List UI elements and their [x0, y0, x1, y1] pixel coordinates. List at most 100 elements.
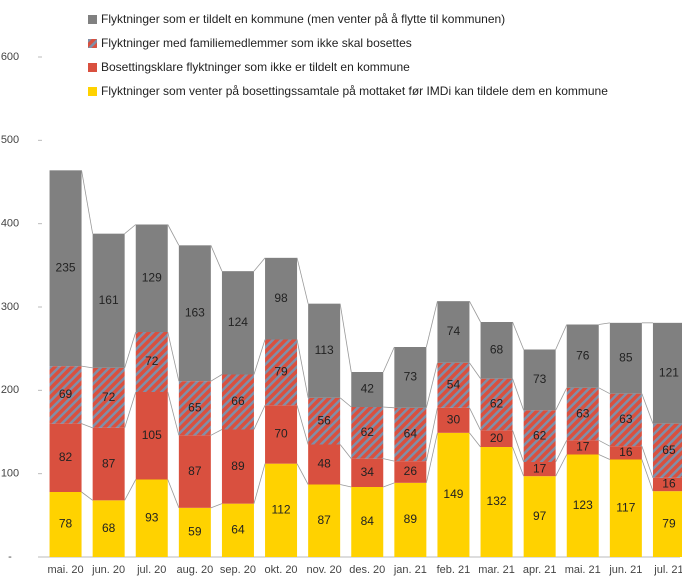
- data-label: 56: [317, 413, 331, 427]
- bar-segment: [308, 397, 341, 445]
- connector: [296, 463, 309, 485]
- connector: [469, 300, 481, 323]
- data-label: 129: [142, 270, 162, 284]
- bar-segment: [394, 347, 427, 408]
- data-label: 72: [102, 390, 116, 404]
- connector: [383, 482, 395, 488]
- bar-segment: [523, 349, 556, 411]
- x-tick-label: jan. 21: [393, 564, 427, 576]
- data-label: 20: [490, 431, 504, 445]
- data-label: 84: [361, 514, 375, 528]
- y-tick-label: 200: [1, 384, 19, 396]
- bar-segment: [351, 372, 384, 407]
- connector: [167, 479, 180, 508]
- data-label: 65: [188, 400, 202, 414]
- connector: [167, 224, 180, 246]
- bar-segment: [92, 367, 125, 428]
- connector: [555, 324, 568, 350]
- bar-segment: [480, 430, 513, 447]
- legend-swatch: [88, 63, 97, 72]
- connector: [382, 346, 395, 373]
- bar-segment: [437, 432, 470, 557]
- bar-segment: [221, 503, 254, 557]
- data-label: 63: [619, 412, 633, 426]
- bar-segment: [351, 458, 384, 487]
- data-label: 123: [573, 498, 593, 512]
- data-label: 62: [490, 397, 504, 411]
- data-label: 98: [274, 291, 288, 305]
- bar-segment: [523, 476, 556, 557]
- connector: [124, 224, 137, 234]
- data-label: 30: [447, 413, 461, 427]
- data-label: 42: [361, 382, 375, 396]
- x-tick-label: okt. 20: [265, 564, 298, 576]
- bar-segment: [351, 487, 384, 557]
- bar-segment: [652, 491, 682, 557]
- x-tick-label: feb. 21: [437, 564, 471, 576]
- bar-segment: [351, 407, 384, 459]
- connector: [555, 440, 568, 463]
- x-tick-label: mai. 21: [565, 564, 601, 576]
- data-label: 97: [533, 509, 547, 523]
- connector: [425, 362, 438, 408]
- bar-segment: [609, 393, 642, 447]
- x-tick-label: des. 20: [349, 564, 385, 576]
- bar-segment: [609, 459, 642, 557]
- bar-segment: [221, 429, 254, 504]
- x-tick-label: mar. 21: [478, 564, 515, 576]
- data-label: 82: [59, 450, 73, 464]
- bar-segment: [308, 484, 341, 557]
- connector: [253, 339, 266, 375]
- legend-swatch: [88, 87, 97, 96]
- data-label: 78: [59, 517, 73, 531]
- bar-segment: [652, 423, 682, 478]
- connector: [512, 378, 525, 411]
- bar-segment: [49, 366, 82, 424]
- connector: [81, 365, 93, 369]
- data-label: 69: [59, 387, 73, 401]
- connector: [340, 484, 352, 488]
- bar-segment: [265, 405, 298, 464]
- connector: [598, 439, 611, 447]
- data-label: 121: [659, 365, 679, 379]
- data-label: 64: [231, 523, 245, 537]
- bar-segment: [437, 301, 470, 363]
- connector: [124, 479, 137, 501]
- connector: [641, 459, 654, 492]
- bar-segment: [437, 362, 470, 408]
- data-label: 89: [404, 512, 418, 526]
- data-label: 113: [315, 343, 334, 357]
- bar-segment: [178, 435, 211, 508]
- connector: [296, 257, 309, 304]
- data-label: 26: [404, 464, 418, 478]
- data-label: 161: [99, 293, 119, 307]
- connector: [210, 245, 223, 272]
- bar-segment: [480, 322, 513, 379]
- y-tick-label: 300: [1, 301, 19, 313]
- data-label: 132: [487, 494, 507, 508]
- connector: [555, 454, 568, 477]
- data-label: 16: [619, 445, 633, 459]
- bar-segment: [178, 245, 211, 382]
- bar-segment: [394, 482, 427, 557]
- data-label: 62: [533, 428, 547, 442]
- data-label: 34: [361, 465, 375, 479]
- bar-segment: [49, 423, 82, 492]
- connector: [383, 406, 395, 409]
- data-label: 63: [576, 406, 590, 420]
- data-label: 235: [56, 260, 76, 274]
- data-label: 79: [274, 365, 288, 379]
- legend-label: Flyktninger med familiemedlemmer som ikk…: [101, 36, 412, 50]
- connector: [167, 331, 180, 382]
- x-tick-label: nov. 20: [307, 564, 342, 576]
- data-label: 89: [231, 459, 245, 473]
- data-label: 59: [188, 525, 202, 539]
- connector: [641, 446, 654, 478]
- connector: [81, 170, 94, 234]
- data-label: 65: [662, 443, 676, 457]
- data-label: 87: [102, 456, 116, 470]
- connector: [296, 405, 309, 445]
- bar-segment: [652, 477, 682, 492]
- connector: [383, 458, 395, 462]
- bar-segment: [652, 322, 682, 424]
